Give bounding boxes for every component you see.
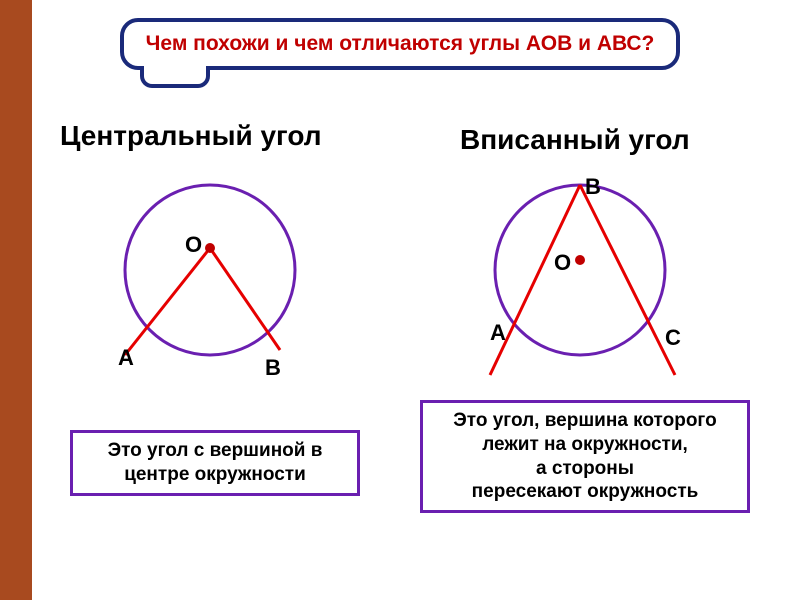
right-label-a: А: [490, 320, 506, 346]
left-title: Центральный угол: [60, 120, 322, 152]
left-label-b: В: [265, 355, 281, 381]
right-title: Вписанный угол: [460, 124, 690, 156]
right-circle: [495, 185, 665, 355]
question-tab-decoration: [140, 66, 210, 88]
right-diagram-svg: [450, 160, 710, 390]
right-label-c: С: [665, 325, 681, 351]
question-text: Чем похожи и чем отличаются углы АОВ и А…: [146, 32, 655, 55]
left-diagram: О А В: [90, 170, 330, 390]
left-label-a: А: [118, 345, 134, 371]
right-definition-box: Это угол, вершина котороголежит на окруж…: [420, 400, 750, 513]
right-line-bc: [580, 185, 675, 375]
right-label-b: В: [585, 174, 601, 200]
right-label-o: О: [554, 250, 571, 276]
left-label-o: О: [185, 232, 202, 258]
right-center-dot: [575, 255, 585, 265]
question-box: Чем похожи и чем отличаются углы АОВ и А…: [120, 18, 680, 70]
right-diagram: О В А С: [450, 160, 710, 390]
left-circle: [125, 185, 295, 355]
left-definition-box: Это угол с вершиной вцентре окружности: [70, 430, 360, 496]
right-line-ba: [490, 185, 580, 375]
left-center-dot: [205, 243, 215, 253]
left-line-oa: [125, 248, 210, 355]
left-sidebar-strip: [0, 0, 32, 600]
left-line-ob: [210, 248, 280, 350]
